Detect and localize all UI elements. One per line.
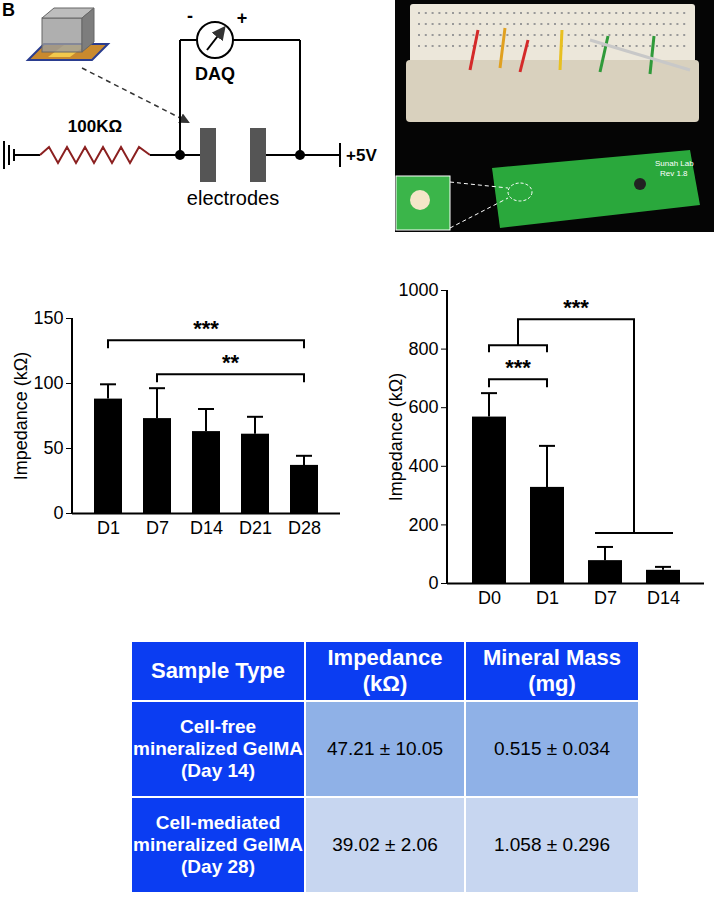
html-text:Sample Type: Sample Type bbox=[151, 658, 285, 683]
svg-text:+5V: +5V bbox=[346, 146, 377, 165]
svg-text:D14: D14 bbox=[647, 588, 680, 608]
html-text:39.02 ± 2.06: 39.02 ± 2.06 bbox=[332, 834, 438, 855]
svg-text:electrodes: electrodes bbox=[187, 187, 279, 209]
svg-text:D1: D1 bbox=[97, 518, 120, 538]
svg-text:D1: D1 bbox=[536, 588, 559, 608]
html-text:Cell-free mineralized GelMA (D: Cell-free mineralized GelMA (Day 14) bbox=[133, 716, 303, 781]
svg-text:Impedance (kΩ): Impedance (kΩ) bbox=[11, 352, 31, 481]
svg-text:***: *** bbox=[563, 295, 589, 320]
svg-text:0: 0 bbox=[428, 573, 438, 593]
svg-text:200: 200 bbox=[408, 515, 438, 535]
svg-text:D0: D0 bbox=[478, 588, 501, 608]
svg-text:Sunah Lab: Sunah Lab bbox=[655, 159, 694, 168]
svg-text:Rev 1.8: Rev 1.8 bbox=[660, 169, 688, 178]
svg-text:Impedance (kΩ): Impedance (kΩ) bbox=[386, 373, 406, 502]
svg-text:DAQ: DAQ bbox=[195, 64, 235, 84]
svg-text:**: ** bbox=[222, 350, 240, 375]
html-text:Cell-mediated mineralized GelM: Cell-mediated mineralized GelMA (Day 28) bbox=[133, 812, 303, 877]
svg-text:600: 600 bbox=[408, 397, 438, 417]
svg-text:50: 50 bbox=[43, 438, 63, 458]
svg-text:***: *** bbox=[505, 355, 531, 380]
svg-text:D7: D7 bbox=[146, 518, 169, 538]
svg-text:100KΩ: 100KΩ bbox=[68, 117, 122, 136]
svg-text:-: - bbox=[187, 6, 193, 26]
svg-text:D7: D7 bbox=[594, 588, 617, 608]
svg-text:1000: 1000 bbox=[398, 280, 438, 300]
svg-text:150: 150 bbox=[33, 308, 63, 328]
svg-text:D14: D14 bbox=[190, 518, 223, 538]
html-text:Mineral Mass (mg): Mineral Mass (mg) bbox=[482, 645, 621, 696]
svg-text:+: + bbox=[237, 8, 248, 28]
html-text:1.058 ± 0.296: 1.058 ± 0.296 bbox=[493, 834, 610, 855]
svg-text:400: 400 bbox=[408, 456, 438, 476]
svg-text:100: 100 bbox=[33, 373, 63, 393]
svg-text:B: B bbox=[2, 0, 15, 20]
svg-text:0: 0 bbox=[53, 503, 63, 523]
svg-text:D21: D21 bbox=[239, 518, 272, 538]
svg-text:800: 800 bbox=[408, 339, 438, 359]
html-text:Impedance (kΩ): Impedance (kΩ) bbox=[327, 645, 443, 696]
html-text:47.21 ± 10.05: 47.21 ± 10.05 bbox=[326, 738, 443, 759]
svg-text:***: *** bbox=[193, 316, 219, 341]
html-text:0.515 ± 0.034: 0.515 ± 0.034 bbox=[493, 738, 610, 759]
svg-text:D28: D28 bbox=[288, 518, 321, 538]
